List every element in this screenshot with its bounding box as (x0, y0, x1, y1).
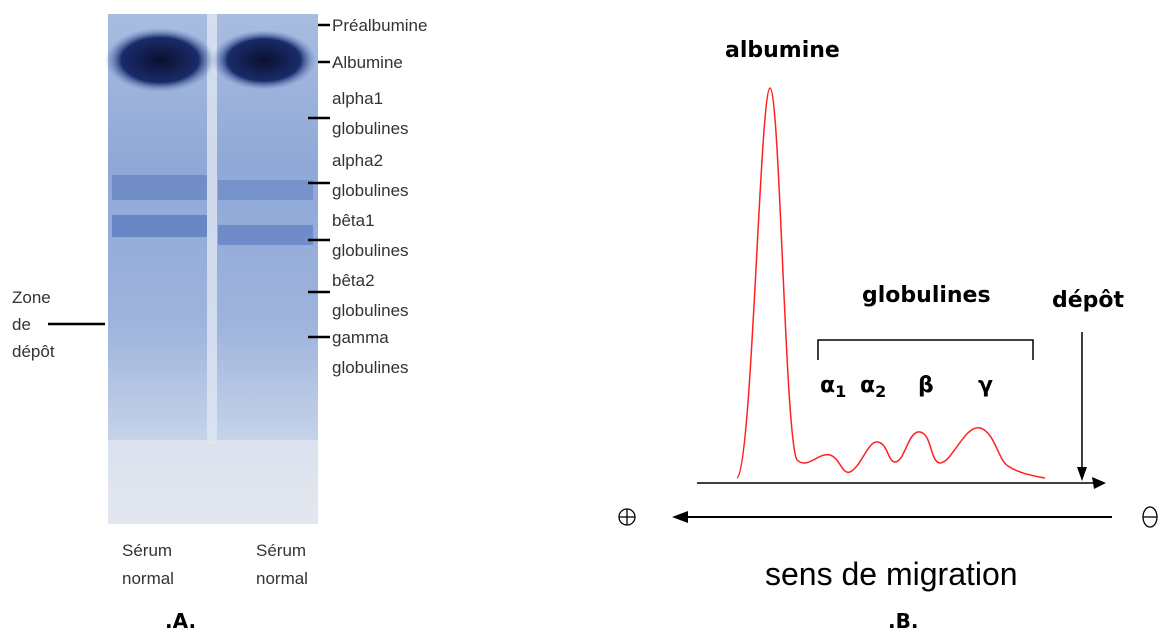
fraction-label: α2 (860, 373, 886, 401)
gel-label: bêta2 (332, 271, 375, 290)
caption: .B. (888, 609, 918, 633)
gel-label: alpha2 (332, 151, 383, 170)
gel-label: Préalbumine (332, 16, 427, 35)
fraction-symbol: β (918, 373, 934, 398)
group-label: globulines (862, 283, 991, 308)
lane-label: normal (256, 569, 308, 588)
lane-label: normal (122, 569, 174, 588)
minus-sign (1142, 506, 1158, 528)
gel-label: gamma (332, 328, 389, 347)
gel-label: Albumine (332, 53, 403, 72)
axis-label: sens de migration (765, 556, 1018, 592)
fraction-symbol: α (860, 373, 875, 398)
arrow-head (1092, 477, 1106, 489)
fraction-symbol: γ (978, 373, 993, 398)
gel-label: globulines (332, 119, 409, 138)
lane-label: Sérum (256, 541, 306, 560)
gel-image (105, 14, 318, 524)
label-ticks (308, 23, 330, 339)
gel-label: globulines (332, 241, 409, 260)
fraction-symbol: α (820, 373, 835, 398)
fraction-label: β (918, 373, 934, 398)
bracket (817, 339, 1034, 360)
gel-label: globulines (332, 301, 409, 320)
arrow-head (672, 511, 688, 523)
plus-sign (618, 508, 636, 526)
arrow-head (1077, 467, 1087, 481)
fraction-sub: 2 (875, 382, 886, 401)
zone-label: Zone (12, 288, 51, 307)
fraction-label: γ (978, 373, 993, 398)
curve-area (618, 87, 1158, 528)
caption: .A. (165, 609, 196, 633)
lane-label: Sérum (122, 541, 172, 560)
density-curve (736, 87, 1046, 479)
zone-label: de (12, 315, 31, 334)
zone-label: dépôt (12, 342, 55, 361)
gel-label: globulines (332, 358, 409, 377)
fraction-label: α1 (820, 373, 846, 401)
gel-label: globulines (332, 181, 409, 200)
deposit-label: dépôt (1052, 288, 1125, 313)
fraction-sub: 1 (835, 382, 846, 401)
gel-label: alpha1 (332, 89, 383, 108)
peak-label: albumine (725, 38, 840, 63)
gel-label: bêta1 (332, 211, 375, 230)
